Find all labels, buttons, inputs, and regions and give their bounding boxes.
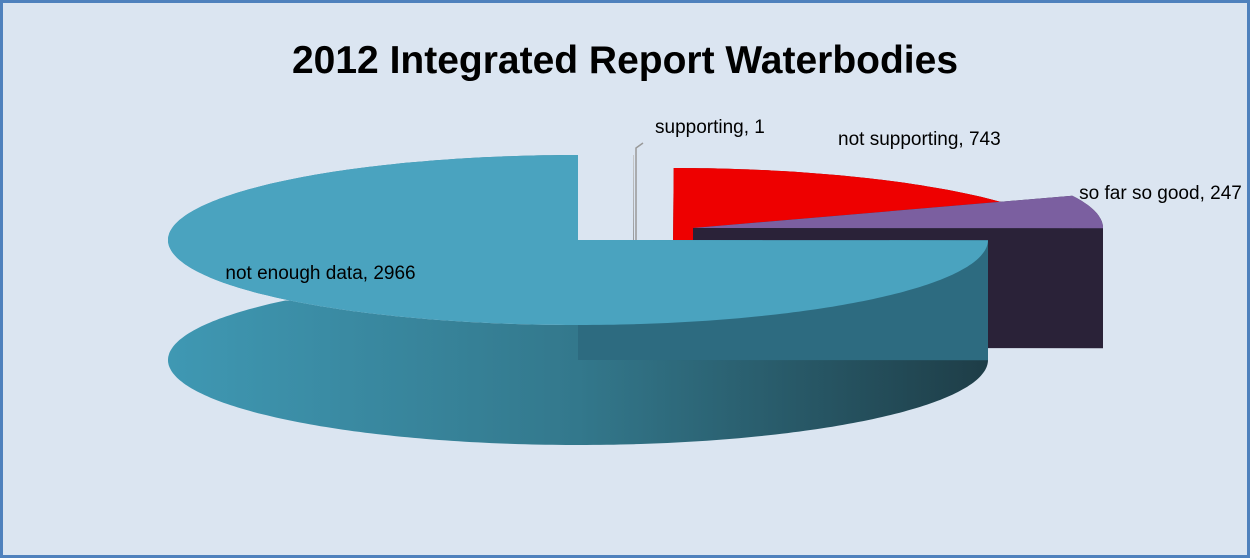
data-label: not supporting, 743 [838, 129, 1001, 150]
slice [633, 155, 634, 240]
data-label: not enough data, 2966 [225, 263, 416, 284]
data-label: so far so good, 247 [1079, 183, 1242, 204]
plot [168, 142, 1103, 445]
leader-line [635, 142, 644, 240]
data-label: supporting, 1 [655, 117, 765, 138]
slice [693, 195, 1103, 229]
slice [168, 155, 988, 325]
chart-title: 2012 Integrated Report Waterbodies [291, 39, 959, 82]
